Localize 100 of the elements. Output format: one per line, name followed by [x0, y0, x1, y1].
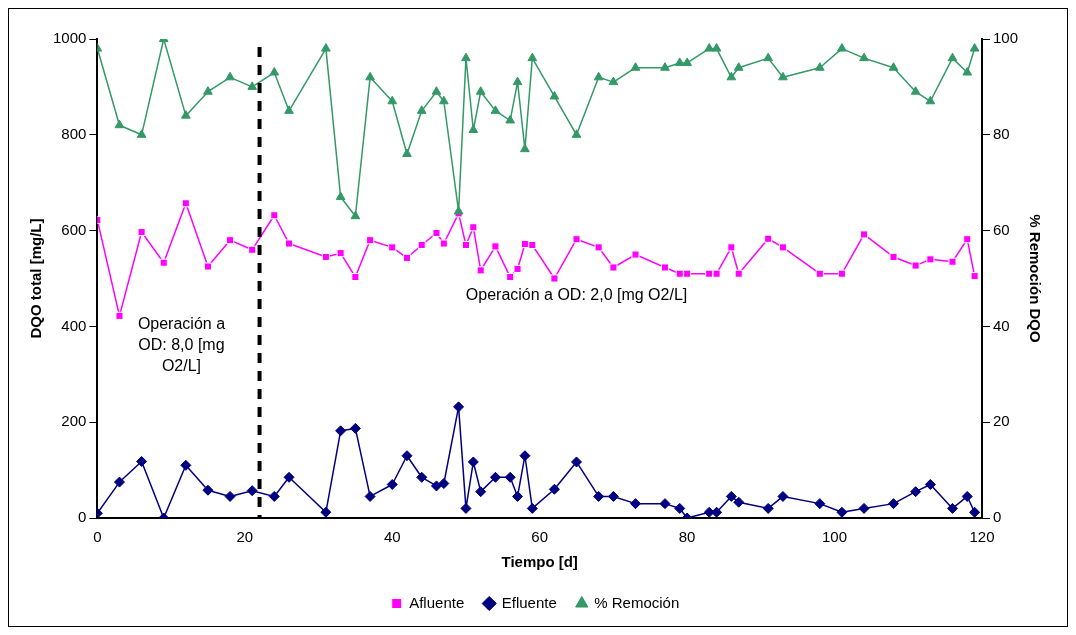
- point: [438, 478, 450, 490]
- point: [815, 269, 824, 278]
- point: [733, 62, 744, 71]
- point: [506, 273, 515, 282]
- point: [491, 242, 500, 251]
- legend-label: Afluente: [409, 593, 465, 611]
- point: [476, 266, 485, 275]
- point: [704, 43, 715, 52]
- point: [594, 243, 603, 252]
- point: [284, 105, 294, 114]
- point: [416, 105, 427, 114]
- y2-tick-label: 60: [992, 220, 1010, 238]
- x-tick-label: 40: [383, 528, 401, 546]
- point: [202, 484, 214, 496]
- point: [180, 459, 192, 471]
- point: [683, 269, 692, 278]
- point: [814, 62, 825, 71]
- point: [270, 211, 279, 220]
- point: [970, 272, 979, 281]
- point: [528, 240, 537, 250]
- point: [467, 456, 479, 468]
- point: [461, 240, 470, 250]
- point: [388, 243, 397, 252]
- point: [439, 95, 449, 105]
- point: [268, 490, 280, 502]
- x-axis-title: Tiempo [d]: [501, 553, 578, 571]
- point: [593, 490, 605, 502]
- annotation: Operación a OD: 8,0 [mg O2/L]: [137, 315, 226, 375]
- point: [837, 43, 847, 52]
- y-tick-label: 800: [61, 124, 87, 142]
- point: [948, 257, 957, 266]
- point: [136, 455, 148, 467]
- point: [512, 490, 524, 502]
- point: [764, 234, 773, 243]
- point: [725, 490, 737, 502]
- point: [778, 243, 787, 252]
- point: [137, 228, 146, 237]
- point: [961, 490, 973, 502]
- point: [386, 478, 398, 490]
- point: [159, 258, 168, 267]
- point: [889, 252, 898, 261]
- point: [335, 191, 346, 201]
- point: [247, 81, 258, 90]
- point: [630, 62, 641, 71]
- point: [727, 243, 736, 252]
- x-tick-label: 60: [531, 528, 549, 546]
- point: [888, 62, 899, 71]
- point: [593, 71, 604, 81]
- point: [963, 235, 972, 244]
- point: [924, 478, 936, 490]
- point: [527, 52, 538, 62]
- y2-tick-label: 20: [992, 412, 1010, 430]
- y2-tick-label: 0: [992, 508, 1002, 526]
- point: [453, 401, 465, 413]
- point: [859, 52, 869, 62]
- point: [468, 124, 479, 134]
- y-tick-label: 1000: [52, 29, 87, 47]
- point: [365, 71, 375, 81]
- point: [858, 502, 870, 514]
- point: [283, 471, 295, 483]
- point: [114, 119, 125, 129]
- point: [402, 253, 412, 262]
- y2-tick-label: 40: [992, 316, 1010, 334]
- point: [550, 274, 559, 283]
- point: [859, 230, 869, 239]
- y-tick-label: 200: [61, 412, 87, 430]
- point: [763, 52, 774, 62]
- point: [726, 71, 737, 81]
- point: [969, 43, 980, 52]
- point: [490, 105, 501, 114]
- point: [351, 273, 360, 282]
- point: [762, 502, 774, 514]
- point: [571, 129, 582, 138]
- point: [548, 483, 560, 495]
- point: [947, 52, 958, 62]
- point: [836, 506, 848, 518]
- point: [609, 263, 618, 272]
- y2-tick-label: 80: [992, 124, 1010, 142]
- point: [504, 471, 516, 483]
- point: [682, 57, 692, 66]
- x-tick-label: 120: [969, 528, 995, 546]
- point: [115, 311, 124, 320]
- point: [475, 486, 487, 498]
- point: [246, 485, 258, 497]
- point: [248, 245, 257, 254]
- point: [526, 502, 538, 514]
- point: [505, 114, 516, 124]
- point: [911, 261, 920, 270]
- point: [962, 67, 973, 76]
- point: [549, 90, 560, 100]
- y-axis-title: DQO total [mg/L]: [27, 218, 45, 339]
- point: [225, 71, 235, 81]
- point: [777, 490, 789, 502]
- point: [660, 263, 670, 272]
- point: [925, 95, 936, 105]
- point: [969, 506, 981, 518]
- point: [674, 57, 685, 66]
- y-tick-label: 400: [61, 316, 87, 334]
- point: [387, 95, 398, 105]
- y2-tick-label: 100: [992, 29, 1018, 47]
